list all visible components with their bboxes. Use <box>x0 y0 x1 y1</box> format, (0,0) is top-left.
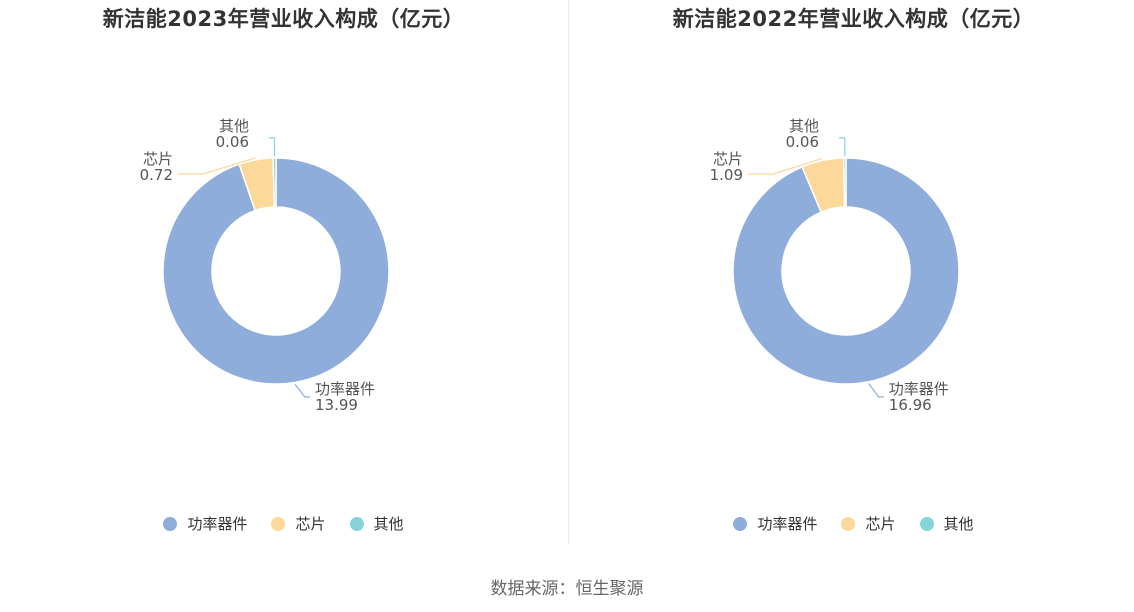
slice-category-label: 功率器件 <box>315 380 375 398</box>
legend-item-other[interactable]: 其他 <box>919 513 974 534</box>
slice-value-label: 0.72 <box>140 166 173 184</box>
legend-item-chip[interactable]: 芯片 <box>841 513 896 534</box>
chart-panel-2023: 新洁能2023年营业收入构成（亿元） 功率器件 13.99 芯片 0.72 其他 0.06… <box>0 0 567 545</box>
legend-label: 芯片 <box>865 515 896 533</box>
legend-marker <box>841 516 856 531</box>
legend-marker <box>733 516 748 531</box>
chart-title: 新洁能2023年营业收入构成（亿元） <box>102 7 465 31</box>
donut-slice-other[interactable] <box>272 157 277 208</box>
slice-category-label: 芯片 <box>143 150 173 168</box>
legend-label: 功率器件 <box>187 515 248 533</box>
legend-item-other[interactable]: 其他 <box>349 513 404 534</box>
legend-marker <box>349 516 364 531</box>
legend-label: 芯片 <box>295 515 326 533</box>
legend-marker <box>271 516 286 531</box>
slice-category-label: 其他 <box>789 117 819 135</box>
slice-value-label: 1.09 <box>710 166 743 184</box>
label-leader-line <box>868 383 884 398</box>
legend-marker <box>163 516 178 531</box>
label-leader-line <box>748 157 823 175</box>
legend-label: 其他 <box>373 515 404 533</box>
legend-label: 功率器件 <box>757 515 818 533</box>
label-leader-line <box>294 384 310 398</box>
chart-panel-2022: 新洁能2022年营业收入构成（亿元） 功率器件 16.96 芯片 1.09 其他 0.06… <box>570 0 1134 545</box>
panel-divider <box>568 0 569 543</box>
label-leader-line <box>269 137 276 157</box>
slice-value-label: 13.99 <box>315 396 358 414</box>
donut-slice-power-device[interactable] <box>162 157 390 385</box>
label-leader-line <box>839 137 846 157</box>
legend: 功率器件 芯片 其他 <box>570 513 1134 534</box>
donut-slice-other[interactable] <box>842 157 847 208</box>
data-source-note: 数据来源：恒生聚源 <box>490 579 644 599</box>
legend-item-power-device[interactable]: 功率器件 <box>163 513 247 534</box>
slice-category-label: 功率器件 <box>889 380 949 398</box>
legend-marker <box>919 516 934 531</box>
legend-label: 其他 <box>943 515 974 533</box>
label-leader-line <box>178 157 256 175</box>
legend-item-power-device[interactable]: 功率器件 <box>733 513 817 534</box>
slice-category-label: 芯片 <box>713 150 743 168</box>
legend-item-chip[interactable]: 芯片 <box>271 513 326 534</box>
donut-slice-power-device[interactable] <box>732 157 960 385</box>
slice-value-label: 16.96 <box>889 396 932 414</box>
slice-value-label: 0.06 <box>786 133 819 151</box>
slice-category-label: 其他 <box>219 117 249 135</box>
legend: 功率器件 芯片 其他 <box>0 513 567 534</box>
chart-title: 新洁能2022年营业收入构成（亿元） <box>672 7 1035 31</box>
slice-value-label: 0.06 <box>216 133 249 151</box>
